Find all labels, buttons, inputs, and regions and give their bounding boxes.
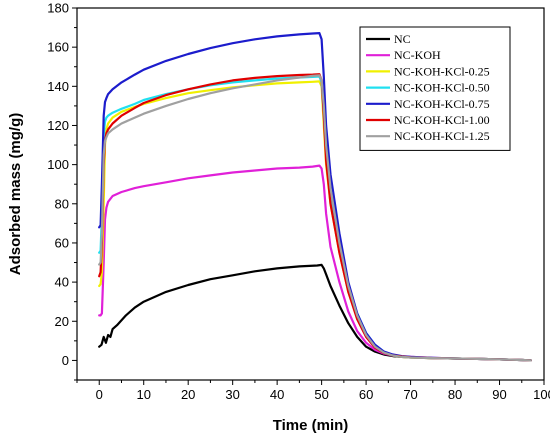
x-tick-label: 10 — [136, 387, 150, 402]
legend-entry: NC-KOH — [394, 48, 441, 62]
legend-entry: NC-KOH-KCl-1.00 — [394, 113, 490, 127]
x-tick-label: 0 — [96, 387, 103, 402]
x-tick-label: 60 — [359, 387, 373, 402]
y-tick-label: 160 — [47, 40, 69, 55]
x-tick-label: 90 — [492, 387, 506, 402]
x-tick-label: 40 — [270, 387, 284, 402]
x-tick-label: 80 — [448, 387, 462, 402]
legend-entry: NC-KOH-KCl-0.75 — [394, 97, 490, 111]
x-tick-label: 70 — [403, 387, 417, 402]
x-axis-title: Time (min) — [273, 417, 349, 434]
y-tick-label: 60 — [55, 235, 69, 250]
ticks-layer: 0 10 20 30 40 50 60 70 80 90 100 0 20 40 60 80 100 120 140… — [47, 1, 550, 403]
series-line-nc — [98, 263, 532, 362]
y-tick-label: 80 — [55, 196, 69, 211]
y-axis-title: Adsorbed mass (mg/g) — [7, 113, 24, 276]
legend-entry: NC-KOH-KCl-0.25 — [394, 64, 490, 78]
y-tick-label: 20 — [55, 314, 69, 329]
series-line-nc-koh — [98, 164, 532, 362]
legend-entry: NC-KOH-KCl-1.25 — [394, 129, 490, 143]
y-tick-label: 0 — [62, 353, 69, 368]
legend-entry: NC-KOH-KCl-0.50 — [394, 81, 490, 95]
x-tick-label: 20 — [181, 387, 195, 402]
legend-entry: NC — [394, 32, 411, 46]
y-tick-label: 140 — [47, 79, 69, 94]
x-tick-label: 100 — [533, 387, 550, 402]
x-tick-label: 50 — [314, 387, 328, 402]
legend: NC NC-KOH NC-KOH-KCl-0.25 NC-KOH-KCl-0.50 NC… — [359, 26, 511, 151]
y-tick-label: 100 — [47, 157, 69, 172]
y-tick-label: 40 — [55, 275, 69, 290]
plot-frame — [76, 7, 545, 381]
x-tick-label: 30 — [225, 387, 239, 402]
y-tick-label: 120 — [47, 118, 69, 133]
y-tick-label: 180 — [47, 1, 69, 16]
series-layer — [98, 31, 532, 362]
series-line-nc-koh-kcl-1-25 — [98, 74, 532, 362]
